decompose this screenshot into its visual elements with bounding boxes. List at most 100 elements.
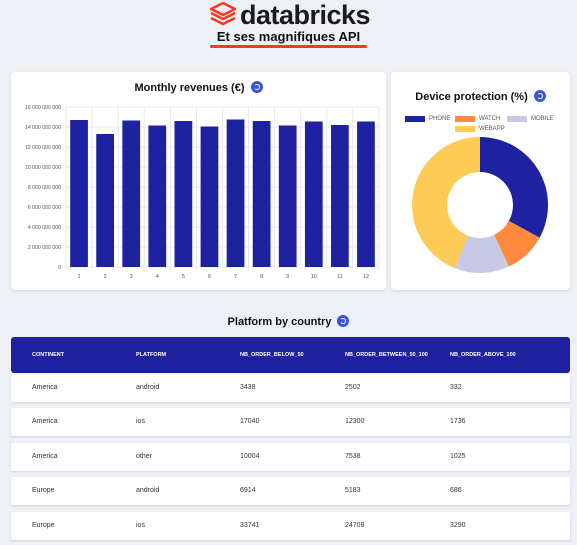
tagline-underline — [210, 45, 367, 48]
x-tick-label: 8 — [260, 274, 263, 280]
x-tick-label: 12 — [363, 274, 369, 280]
column-header-above-100[interactable]: NB_ORDER_ABOVE_100 — [450, 352, 516, 358]
databricks-logo: databricks — [210, 0, 375, 30]
bar[interactable] — [304, 121, 323, 268]
bar[interactable] — [148, 125, 167, 268]
bar[interactable] — [252, 121, 271, 267]
cell-platform: ios — [136, 418, 145, 425]
column-header-between-50-100[interactable]: NB_ORDER_BETWEEN_50_100 — [345, 352, 428, 358]
revenue-title-text: Monthly revenues (€) — [134, 82, 245, 94]
device-legend: PHONE WATCH MOBILE WEBAPP — [391, 116, 570, 138]
x-tick-label: 4 — [156, 274, 159, 280]
x-tick-label: 10 — [311, 274, 317, 280]
bar[interactable] — [357, 121, 375, 268]
page-header: databricks Et ses magnifiques API — [0, 0, 577, 60]
cell-above-100: 1736 — [450, 418, 466, 425]
cell-continent: Europe — [32, 487, 55, 494]
cell-platform: other — [136, 453, 152, 460]
column-header-below-50[interactable]: NB_ORDER_BELOW_50 — [240, 352, 304, 358]
refresh-icon[interactable] — [533, 90, 546, 102]
bar[interactable] — [226, 119, 245, 268]
table-row[interactable]: America android 3438 2502 332 — [11, 374, 570, 402]
legend-label: WEBAPP — [479, 126, 505, 132]
legend-swatch — [507, 116, 527, 122]
bar[interactable] — [70, 120, 88, 267]
cell-between-50-100: 24708 — [345, 522, 365, 529]
x-tick-label: 5 — [182, 274, 185, 280]
x-tick-label: 11 — [337, 274, 343, 280]
cell-between-50-100: 7538 — [345, 453, 361, 460]
revenue-card: Monthly revenues (€) 0 2 000 000 000 4 000… — [11, 72, 386, 290]
table-row[interactable]: America other 10004 7538 1025 — [11, 443, 570, 471]
page-tagline: Et ses magnifiques API — [216, 29, 361, 44]
cell-continent: America — [32, 418, 58, 425]
bar[interactable] — [122, 120, 141, 268]
refresh-icon[interactable] — [250, 81, 263, 93]
x-tick-label: 7 — [234, 274, 237, 280]
donut-slice-webapp[interactable] — [412, 137, 480, 269]
cell-continent: America — [32, 453, 58, 460]
table-row[interactable]: Europe ios 33741 24708 3290 — [11, 512, 570, 540]
cell-continent: America — [32, 384, 58, 391]
legend-item-mobile[interactable]: MOBILE — [507, 116, 554, 122]
y-tick-label: 4 000 000 000 — [28, 225, 61, 231]
y-tick-label: 12 000 000 000 — [25, 145, 61, 151]
cell-platform: android — [136, 487, 160, 494]
platform-section-title: Platform by country — [0, 315, 577, 328]
y-tick-label: 0 — [58, 265, 61, 271]
device-donut-chart — [412, 137, 548, 273]
bar[interactable] — [174, 121, 193, 267]
legend-item-webapp[interactable]: WEBAPP — [455, 126, 505, 132]
y-tick-label: 6 000 000 000 — [28, 205, 61, 211]
table-header: CONTINENT PLATFORM NB_ORDER_BELOW_50 NB_… — [11, 337, 570, 373]
logo-text: databricks — [240, 0, 371, 30]
table-row[interactable]: America ios 17040 12300 1736 — [11, 408, 570, 436]
cell-below-50: 10004 — [240, 453, 260, 460]
table-row[interactable]: Europe android 6914 5183 686 — [11, 477, 570, 505]
cell-below-50: 17040 — [240, 418, 260, 425]
donut-slice-mobile[interactable] — [454, 234, 509, 273]
x-tick-label: 9 — [286, 274, 289, 280]
y-tick-label: 14 000 000 000 — [25, 125, 61, 131]
donut-slice-watch[interactable] — [494, 220, 540, 267]
bar[interactable] — [200, 126, 219, 268]
cell-above-100: 332 — [450, 384, 462, 391]
y-tick-label: 8 000 000 000 — [28, 185, 61, 191]
databricks-logo-icon — [210, 2, 236, 26]
donut-slice-phone[interactable] — [480, 137, 548, 238]
legend-label: WATCH — [479, 116, 501, 122]
cell-between-50-100: 2502 — [345, 384, 361, 391]
cell-below-50: 33741 — [240, 522, 260, 529]
device-card-title: Device protection (%) — [391, 90, 570, 103]
cell-platform: ios — [136, 522, 145, 529]
legend-label: MOBILE — [531, 116, 554, 122]
device-title-text: Device protection (%) — [415, 91, 528, 103]
cell-above-100: 3290 — [450, 522, 466, 529]
refresh-icon[interactable] — [337, 315, 350, 327]
column-header-platform[interactable]: PLATFORM — [136, 352, 167, 358]
bar[interactable] — [278, 125, 297, 268]
column-header-continent[interactable]: CONTINENT — [32, 352, 65, 358]
y-tick-label: 16 000 000 000 — [25, 105, 61, 111]
legend-label: PHONE — [429, 116, 451, 122]
cell-platform: android — [136, 384, 160, 391]
legend-swatch — [405, 116, 425, 122]
cell-between-50-100: 12300 — [345, 418, 365, 425]
bar[interactable] — [96, 134, 114, 267]
bar[interactable] — [331, 125, 349, 267]
legend-swatch — [455, 116, 475, 122]
cell-above-100: 1025 — [450, 453, 466, 460]
cell-below-50: 6914 — [240, 487, 256, 494]
cell-continent: Europe — [32, 522, 55, 529]
legend-item-watch[interactable]: WATCH — [455, 116, 500, 122]
x-tick-label: 6 — [208, 274, 211, 280]
platform-title-text: Platform by country — [227, 316, 332, 328]
revenue-bar-chart: 0 2 000 000 000 4 000 000 000 6 000 000 000… — [25, 105, 380, 280]
y-tick-label: 10 000 000 000 — [25, 165, 61, 171]
x-tick-label: 3 — [130, 274, 133, 280]
cell-below-50: 3438 — [240, 384, 256, 391]
legend-item-phone[interactable]: PHONE — [405, 116, 450, 122]
device-card: Device protection (%) PHONE WATCH MOBILE… — [391, 72, 570, 290]
x-tick-label: 1 — [78, 274, 81, 280]
y-tick-label: 2 000 000 000 — [28, 245, 61, 251]
